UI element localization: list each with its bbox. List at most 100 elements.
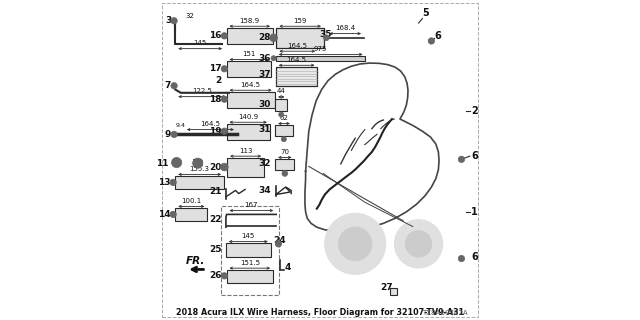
Text: 167: 167 xyxy=(244,202,258,208)
Text: 164.5: 164.5 xyxy=(200,121,220,127)
Bar xyxy=(275,159,294,170)
Text: 27: 27 xyxy=(380,283,393,292)
Text: 975: 975 xyxy=(314,46,327,52)
Circle shape xyxy=(171,131,177,138)
Text: 26: 26 xyxy=(209,271,221,280)
Bar xyxy=(227,124,270,140)
Text: 3: 3 xyxy=(165,16,172,25)
Circle shape xyxy=(325,213,385,274)
Circle shape xyxy=(221,66,228,72)
Circle shape xyxy=(271,56,276,61)
Text: 164.5: 164.5 xyxy=(241,82,260,88)
Text: 21: 21 xyxy=(209,188,221,196)
Bar xyxy=(221,206,279,295)
Text: 9: 9 xyxy=(165,130,172,139)
Text: 17: 17 xyxy=(209,64,221,73)
Circle shape xyxy=(193,158,203,168)
Text: 151: 151 xyxy=(243,51,255,57)
Text: 1: 1 xyxy=(471,207,478,217)
Circle shape xyxy=(172,157,182,168)
Bar xyxy=(175,176,224,189)
Text: 25: 25 xyxy=(209,245,221,254)
Text: 164.5: 164.5 xyxy=(287,57,307,63)
Bar xyxy=(227,270,273,283)
Text: 100.1: 100.1 xyxy=(181,198,202,204)
Circle shape xyxy=(221,33,228,39)
Text: 9.4: 9.4 xyxy=(176,123,186,128)
Text: 2: 2 xyxy=(215,76,221,85)
Text: 6: 6 xyxy=(471,252,478,262)
Text: 31: 31 xyxy=(259,125,271,134)
Circle shape xyxy=(394,220,443,268)
Circle shape xyxy=(221,128,228,134)
Circle shape xyxy=(220,163,228,171)
Text: 113: 113 xyxy=(239,148,252,154)
Text: 168.4: 168.4 xyxy=(335,25,355,31)
Text: 19: 19 xyxy=(209,127,221,136)
Text: FR.: FR. xyxy=(186,256,205,266)
Text: 2: 2 xyxy=(471,106,478,116)
Text: 155.3: 155.3 xyxy=(189,166,210,172)
Circle shape xyxy=(458,156,465,163)
Text: 32: 32 xyxy=(259,159,271,168)
Text: 151.5: 151.5 xyxy=(240,260,260,266)
Circle shape xyxy=(171,83,177,89)
Circle shape xyxy=(282,137,287,142)
Text: 2018 Acura ILX Wire Harness, Floor Diagram for 32107-TV9-A31: 2018 Acura ILX Wire Harness, Floor Diagr… xyxy=(176,308,464,317)
Circle shape xyxy=(279,112,284,117)
Text: 24: 24 xyxy=(273,236,286,245)
Bar xyxy=(276,28,324,48)
Circle shape xyxy=(405,231,432,257)
Text: 20: 20 xyxy=(209,163,221,172)
Bar xyxy=(390,288,397,295)
Text: 158.9: 158.9 xyxy=(240,18,260,24)
Bar xyxy=(227,92,275,108)
Text: 36: 36 xyxy=(259,54,271,63)
Text: 12: 12 xyxy=(191,159,204,168)
Text: 159: 159 xyxy=(294,18,307,24)
Text: 44: 44 xyxy=(277,88,285,94)
Text: 22: 22 xyxy=(209,215,221,224)
Circle shape xyxy=(428,38,435,44)
Text: 16: 16 xyxy=(209,31,221,40)
Text: 5: 5 xyxy=(422,8,429,18)
Text: 140.9: 140.9 xyxy=(238,114,258,120)
Text: 28: 28 xyxy=(259,33,271,42)
Circle shape xyxy=(275,241,282,247)
Circle shape xyxy=(221,273,228,279)
Circle shape xyxy=(270,34,278,42)
Circle shape xyxy=(171,18,177,24)
Bar xyxy=(276,56,365,61)
Bar xyxy=(227,28,273,44)
Circle shape xyxy=(323,35,329,41)
Text: 70: 70 xyxy=(280,149,289,155)
Bar xyxy=(275,125,293,136)
Text: 6: 6 xyxy=(471,151,478,161)
Circle shape xyxy=(339,227,372,260)
Circle shape xyxy=(221,96,228,102)
Text: 32: 32 xyxy=(186,13,195,19)
Text: TX8AB0702A: TX8AB0702A xyxy=(422,310,467,316)
Text: 18: 18 xyxy=(209,95,221,104)
Text: 7: 7 xyxy=(165,81,172,90)
Circle shape xyxy=(170,179,177,186)
Circle shape xyxy=(458,255,465,262)
Text: 145: 145 xyxy=(242,233,255,239)
Bar xyxy=(227,61,271,77)
Circle shape xyxy=(282,171,287,176)
Text: 122.5: 122.5 xyxy=(192,88,212,94)
Text: 30: 30 xyxy=(259,100,271,109)
Bar xyxy=(276,67,317,86)
Text: 13: 13 xyxy=(158,178,170,187)
Text: 4: 4 xyxy=(285,263,291,272)
Bar xyxy=(226,243,271,257)
Circle shape xyxy=(170,211,177,218)
Bar xyxy=(227,158,264,177)
Text: 14: 14 xyxy=(158,210,170,219)
Text: 164.5: 164.5 xyxy=(287,43,307,49)
Text: 6: 6 xyxy=(435,31,441,41)
Text: 37: 37 xyxy=(259,70,271,79)
Text: 35: 35 xyxy=(319,30,332,39)
Text: 11: 11 xyxy=(156,159,169,168)
Text: 145: 145 xyxy=(193,40,207,46)
